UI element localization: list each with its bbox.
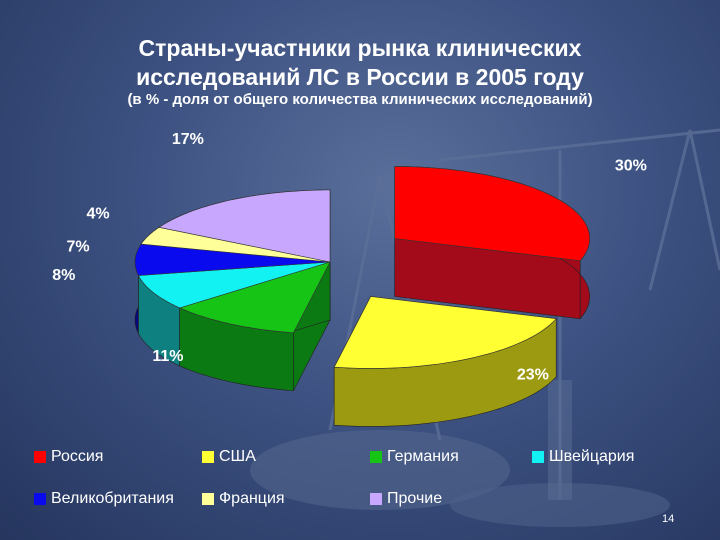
pie-slice-Россия (394, 166, 591, 262)
data-label-Прочие: 17% (172, 131, 204, 148)
legend-swatch (34, 493, 46, 505)
legend-label: Швейцария (549, 448, 635, 465)
legend-item-Швейцария: Швейцария (532, 446, 694, 468)
chart-title: Страны-участники рынка клинических иссле… (0, 34, 720, 92)
title-line-1: Страны-участники рынка клинических (138, 35, 582, 61)
pie-slice-Германия (178, 261, 331, 334)
legend-item-Россия: Россия (34, 446, 202, 468)
legend-label: Германия (387, 448, 459, 465)
chart-legend: Россия США Германия Швейцария Великобритания… (34, 446, 694, 510)
pie-slice-Франция (140, 226, 331, 263)
legend-item-США: США (202, 446, 370, 468)
legend-label: Великобритания (51, 490, 174, 507)
data-label-США: 23% (517, 367, 549, 384)
legend-swatch (202, 451, 214, 463)
legend-item-Франция: Франция (202, 488, 370, 510)
legend-swatch (202, 493, 214, 505)
legend-item-Прочие: Прочие (370, 488, 532, 510)
legend-swatch (370, 451, 382, 463)
title-line-2: исследований ЛС в России в 2005 году (136, 64, 584, 90)
data-label-Великобритания: 7% (66, 238, 89, 255)
pie-slice-США (333, 296, 557, 369)
pie-slice-Великобритания (134, 243, 331, 276)
legend-item-Великобритания: Великобритания (34, 488, 202, 510)
legend-swatch (34, 451, 46, 463)
pie-slice-Прочие (158, 189, 331, 263)
legend-item-Германия: Германия (370, 446, 532, 468)
data-label-Германия: 11% (152, 348, 183, 365)
chart-subtitle: (в % - доля от общего количества клиниче… (127, 91, 593, 108)
data-label-Швейцария: 8% (52, 267, 75, 284)
pie-slice-Швейцария (138, 261, 331, 309)
data-label-Россия: 30% (615, 158, 647, 175)
legend-swatch (532, 451, 544, 463)
legend-label: Франция (219, 490, 285, 507)
page-number: 14 (662, 513, 675, 525)
legend-swatch (370, 493, 382, 505)
data-label-Франция: 4% (87, 206, 110, 223)
legend-label: Россия (51, 448, 104, 465)
legend-label: Прочие (387, 490, 443, 507)
legend-label: США (219, 448, 256, 465)
